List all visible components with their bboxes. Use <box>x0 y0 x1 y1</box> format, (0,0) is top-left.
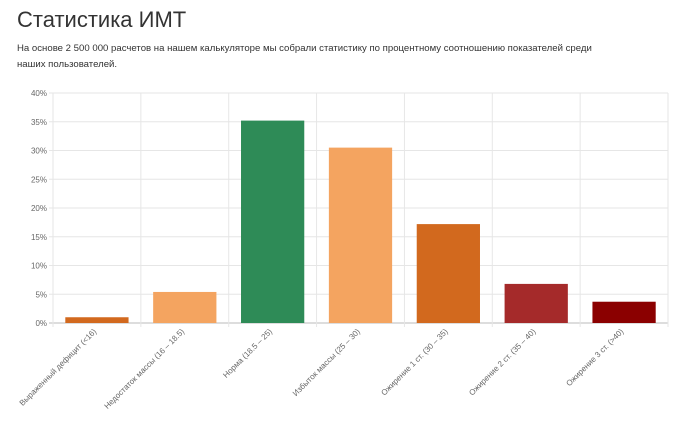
x-tick-label: Избыток массы (25 – 30) <box>291 327 362 398</box>
y-axis-ticks: 0% 5% 10% 15% 20% 25% 30% 35% 40% <box>31 89 47 328</box>
bar[interactable] <box>241 120 305 323</box>
y-tick-label: 0% <box>35 319 47 328</box>
bar[interactable] <box>416 224 480 323</box>
y-tick-label: 20% <box>31 204 47 213</box>
page-description: На основе 2 500 000 расчетов на нашем ка… <box>17 43 592 70</box>
bar[interactable] <box>328 147 393 323</box>
y-tick-label: 5% <box>35 290 47 299</box>
x-tick-label: Ожирение 3 ст. (>40) <box>564 327 625 388</box>
x-axis-ticks: Выраженный дефицит (<16) Недостаток массы… <box>18 327 626 411</box>
y-tick-label: 10% <box>31 262 47 271</box>
x-tick-label: Ожирение 2 ст. (35 – 40) <box>467 327 538 398</box>
y-tick-label: 25% <box>31 175 47 184</box>
y-tick-label: 35% <box>31 118 47 127</box>
bar[interactable] <box>65 317 129 323</box>
page-title: Статистика ИМТ <box>17 7 187 32</box>
y-tick-label: 15% <box>31 233 47 242</box>
bar[interactable] <box>153 291 217 323</box>
x-tick-label: Ожирение 1 ст. (30 – 35) <box>379 327 450 398</box>
bar[interactable] <box>504 283 568 323</box>
bar-layer <box>65 120 656 323</box>
y-tick-label: 30% <box>31 147 47 156</box>
x-tick-label: Выраженный дефицит (<16) <box>18 327 99 408</box>
bar[interactable] <box>592 301 656 323</box>
x-tick-label: Недостаток массы (16 – 18.5) <box>102 327 186 411</box>
x-tick-label: Норма (18.5 – 25) <box>221 327 274 380</box>
y-tick-label: 40% <box>31 89 47 98</box>
